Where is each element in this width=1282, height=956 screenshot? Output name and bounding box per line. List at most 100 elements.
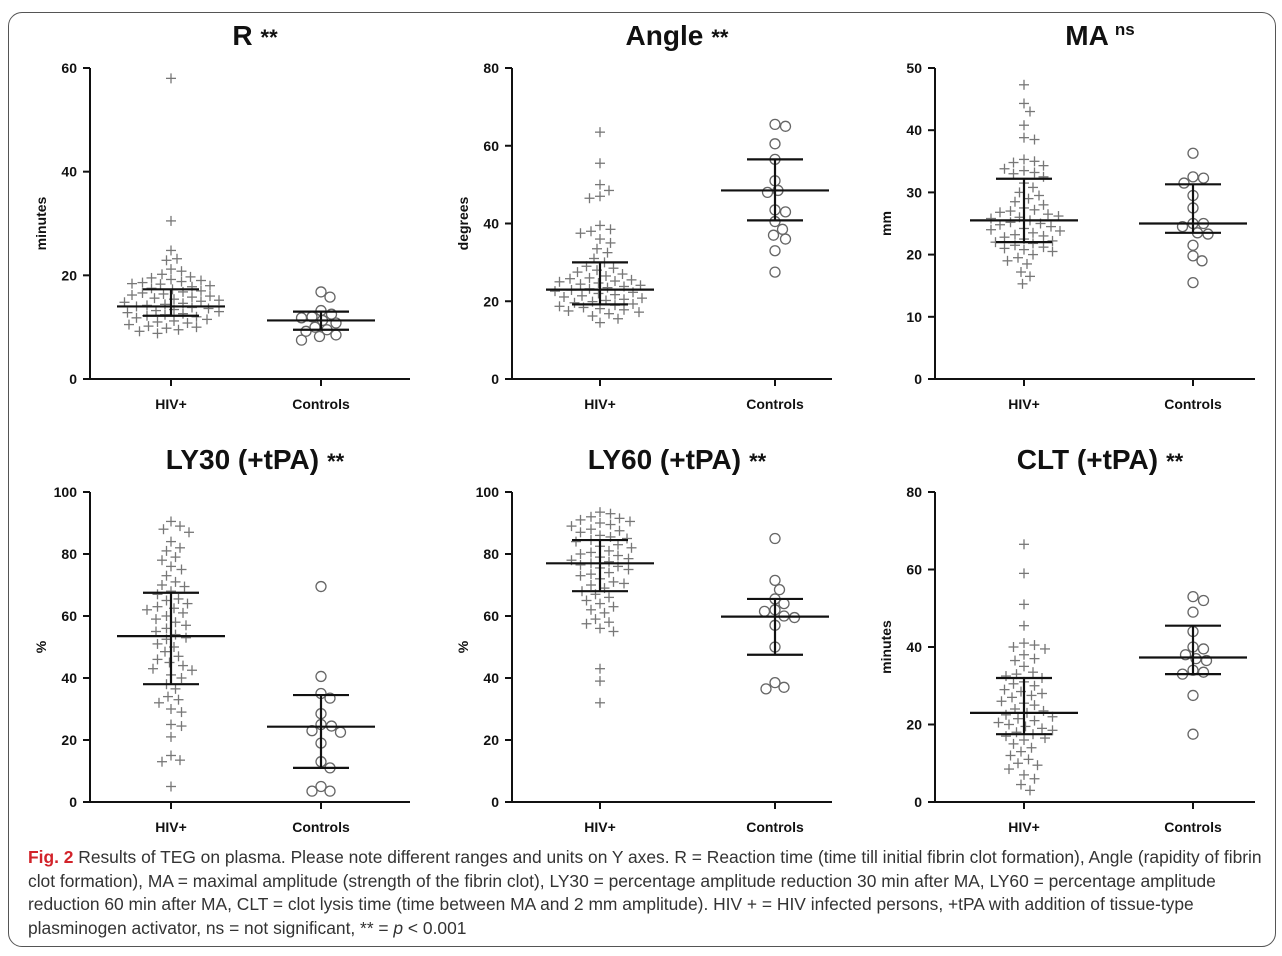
data-point-circle [1197,643,1210,655]
data-point-plus [625,516,635,527]
data-point-circle [778,597,790,610]
data-point-plus [134,326,145,337]
series-HIV+ [546,507,654,708]
data-point-plus [154,697,164,708]
data-point-plus [575,527,586,538]
data-point-plus [1029,680,1040,691]
data-point-circle [313,330,326,343]
data-point-plus [587,311,598,322]
x-category-label: Controls [1164,819,1222,835]
data-point-plus [563,305,574,316]
data-point-plus [584,193,595,204]
data-point-plus [595,697,605,708]
data-point-plus [1029,167,1040,178]
series-Controls [1139,590,1247,740]
data-point-plus [584,272,595,283]
data-point-plus [166,516,176,527]
data-point-plus [1023,193,1034,204]
data-point-circle [1197,666,1210,678]
data-point-plus [205,280,215,291]
data-point-plus [604,556,614,567]
data-point-plus [202,314,212,325]
data-point-plus [613,539,623,550]
data-point-plus [586,226,596,237]
data-point-plus [575,559,586,570]
panel-1: Angle ** 0 20 40 60 80 degrees HIV+ Controls [455,20,832,412]
y-tick-label: 40 [483,670,499,686]
data-point-plus [614,513,625,524]
data-point-plus [595,663,605,674]
figure-plots: R ** 0 20 40 60 minutes HIV+ Controls Angle ** 0 20 4… [33,20,1255,835]
data-point-plus [1038,171,1049,182]
data-point-plus [149,293,160,304]
data-point-plus [1047,725,1058,736]
data-point-plus [586,604,596,615]
data-point-plus [565,273,575,284]
y-axis-label: minutes [878,620,894,674]
data-point-circle [778,681,790,693]
data-point-plus [1025,785,1035,796]
data-point-plus [626,274,637,285]
data-point-plus [1028,238,1038,249]
data-point-plus [1005,206,1016,217]
data-point-plus [595,530,605,541]
data-point-plus [1038,199,1049,210]
data-point-plus [604,592,614,603]
y-tick-label: 30 [906,184,922,200]
data-point-circle [1202,228,1214,240]
data-point-plus [1019,132,1029,143]
data-point-plus [170,576,181,587]
data-point-plus [586,580,596,590]
data-point-plus [986,224,996,235]
data-point-plus [176,721,187,732]
data-point-plus [595,179,605,190]
data-point-circle [1187,250,1199,262]
panel-title: R ** [232,20,278,51]
data-point-plus [1016,779,1026,790]
x-category-label: Controls [292,396,350,412]
series-Controls [721,532,829,695]
data-point-plus [1010,196,1020,207]
data-point-circle [1200,654,1213,667]
y-tick-label: 60 [61,608,77,624]
data-point-plus [166,274,176,285]
data-point-plus [1002,255,1013,266]
y-axis-label: mm [878,211,894,236]
data-point-plus [157,269,167,280]
y-tick-label: 40 [906,639,922,655]
panel-3: LY30 (+tPA) ** 0 20 40 60 80 100% HIV+ Controls [33,444,410,835]
data-point-circle [769,532,781,545]
data-point-plus [176,266,187,277]
significance-label: ** [261,25,279,50]
data-point-circle [1187,239,1199,251]
data-point-plus [161,545,172,556]
data-point-plus [595,158,605,169]
y-tick-label: 0 [69,371,77,387]
data-point-plus [172,253,182,264]
data-point-plus [182,598,193,609]
data-point-plus [196,285,206,296]
data-point-circle [776,223,789,235]
data-point-plus [166,215,176,226]
data-point-circle [769,118,781,131]
data-point-plus [155,279,166,290]
data-point-circle [1187,689,1199,702]
panel-4: LY60 (+tPA) ** 0 20 40 60 80 100% HIV+ Controls [455,444,832,835]
data-point-plus [160,646,170,657]
data-point-plus [613,550,623,561]
data-point-plus [178,308,188,319]
data-point-plus [1008,168,1019,179]
data-point-plus [205,291,215,302]
data-point-plus [586,524,596,535]
data-point-plus [999,243,1010,254]
data-point-plus [1028,227,1038,238]
data-point-plus [619,294,629,305]
data-point-plus [595,234,605,245]
data-point-circle [330,329,342,341]
data-point-plus [593,277,604,288]
data-point-plus [124,319,134,330]
series-Controls [267,286,375,346]
data-point-plus [1028,249,1038,260]
data-point-plus [595,676,605,687]
y-tick-label: 20 [483,293,499,309]
